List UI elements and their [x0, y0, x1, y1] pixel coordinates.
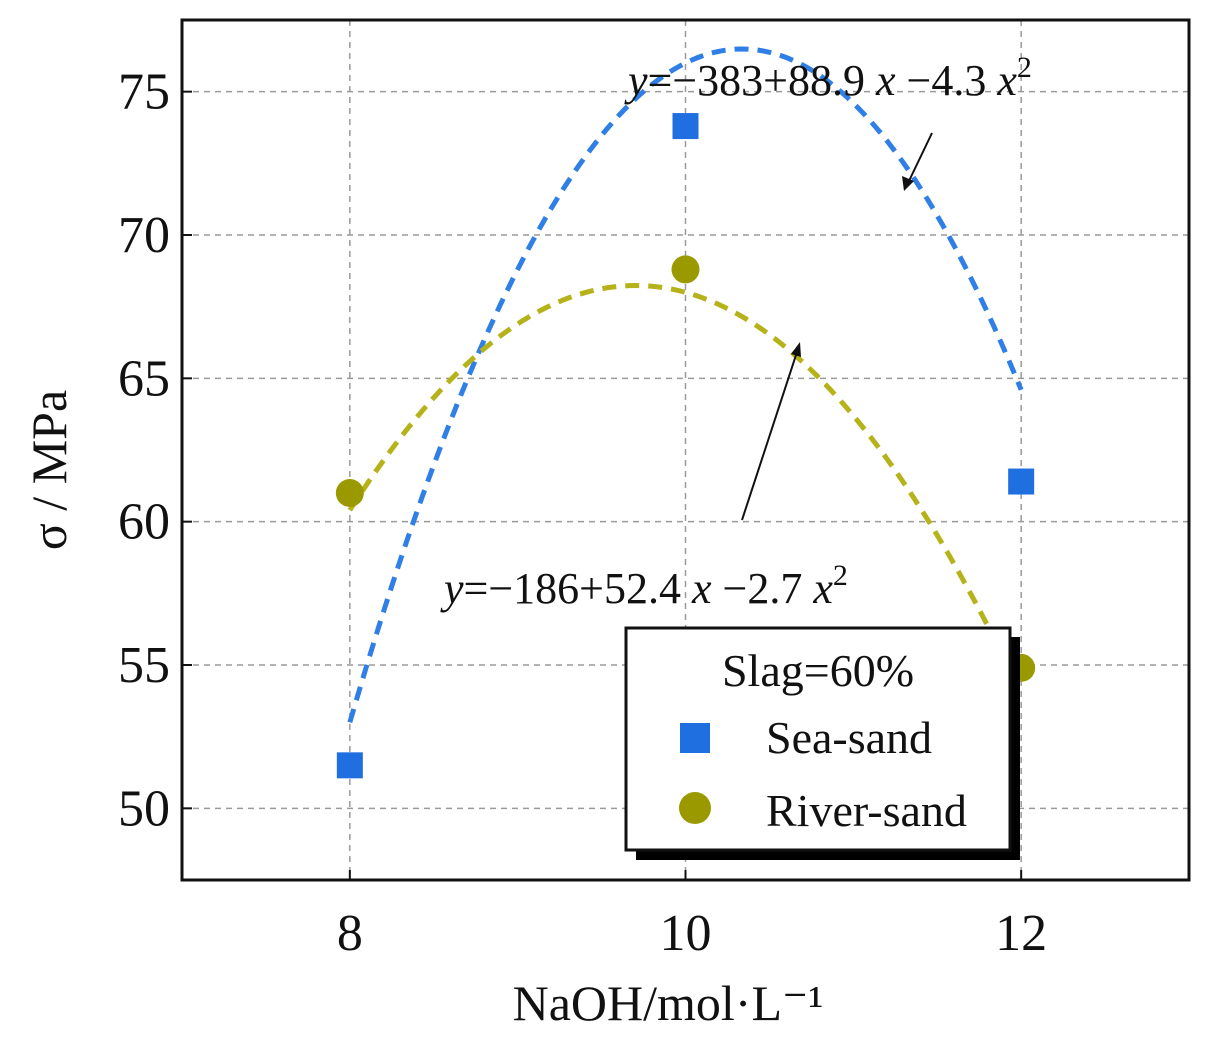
fit-curves: [347, 46, 1024, 724]
point-sea-sand: [672, 113, 699, 140]
eq-river-mid: −2.7: [712, 564, 814, 613]
legend-title: Slag=60%: [722, 645, 914, 696]
eq-river-y: y: [440, 564, 464, 613]
point-river-sand: [335, 479, 364, 507]
eq-sea-mid: −4.3: [896, 56, 998, 105]
y-axis-title: σ / MPa: [21, 390, 77, 550]
sea-sand-equation-arrow: [907, 132, 933, 184]
eq-river-x1: x: [691, 564, 712, 613]
river-sand-equation-arrow: [741, 351, 798, 521]
y-tick-label: 55: [118, 637, 170, 694]
river-sand-equation: y=−186+52.4 x −2.7 x2: [440, 559, 848, 613]
eq-river-x2: x: [812, 564, 833, 613]
x-tick-label: 12: [995, 905, 1047, 962]
legend-marker-sea-sand: [680, 723, 710, 753]
river-sand-arrow-head: [791, 342, 801, 357]
sea-sand-equation: y=−383+88.9 x −4.3 x2: [624, 51, 1032, 105]
eq-sea-y: y: [624, 56, 648, 105]
legend-marker-river-sand: [679, 792, 711, 824]
legend: Slag=60% Sea-sand River-sand: [624, 626, 1020, 860]
y-tick-label: 70: [118, 207, 170, 264]
legend-label-sea-sand: Sea-sand: [766, 712, 932, 763]
x-tick-label: 10: [660, 905, 712, 962]
sea-sand-arrow-head: [902, 176, 914, 191]
fit-curve-sea-sand: [347, 46, 1024, 724]
eq-river-body: =−186+52.4: [464, 564, 692, 613]
point-sea-sand: [1008, 468, 1035, 495]
eq-sea-body: =−383+88.9: [648, 56, 876, 105]
point-river-sand: [671, 255, 700, 284]
x-tick-label: 8: [337, 905, 363, 962]
point-sea-sand: [336, 752, 363, 779]
x-axis-title: NaOH/mol·L⁻¹: [513, 975, 824, 1031]
y-tick-label: 50: [118, 780, 170, 837]
y-tick-label: 65: [118, 350, 170, 407]
legend-label-river-sand: River-sand: [766, 785, 967, 836]
y-tick-label: 60: [118, 494, 170, 551]
eq-river-exp: 2: [833, 559, 848, 592]
eq-sea-x2: x: [996, 56, 1017, 105]
eq-sea-exp: 2: [1017, 51, 1032, 84]
axis-ticks: 50 55 60 65 70 75 8 10 12: [118, 64, 1047, 962]
y-tick-label: 75: [118, 64, 170, 121]
eq-sea-x1: x: [875, 56, 896, 105]
